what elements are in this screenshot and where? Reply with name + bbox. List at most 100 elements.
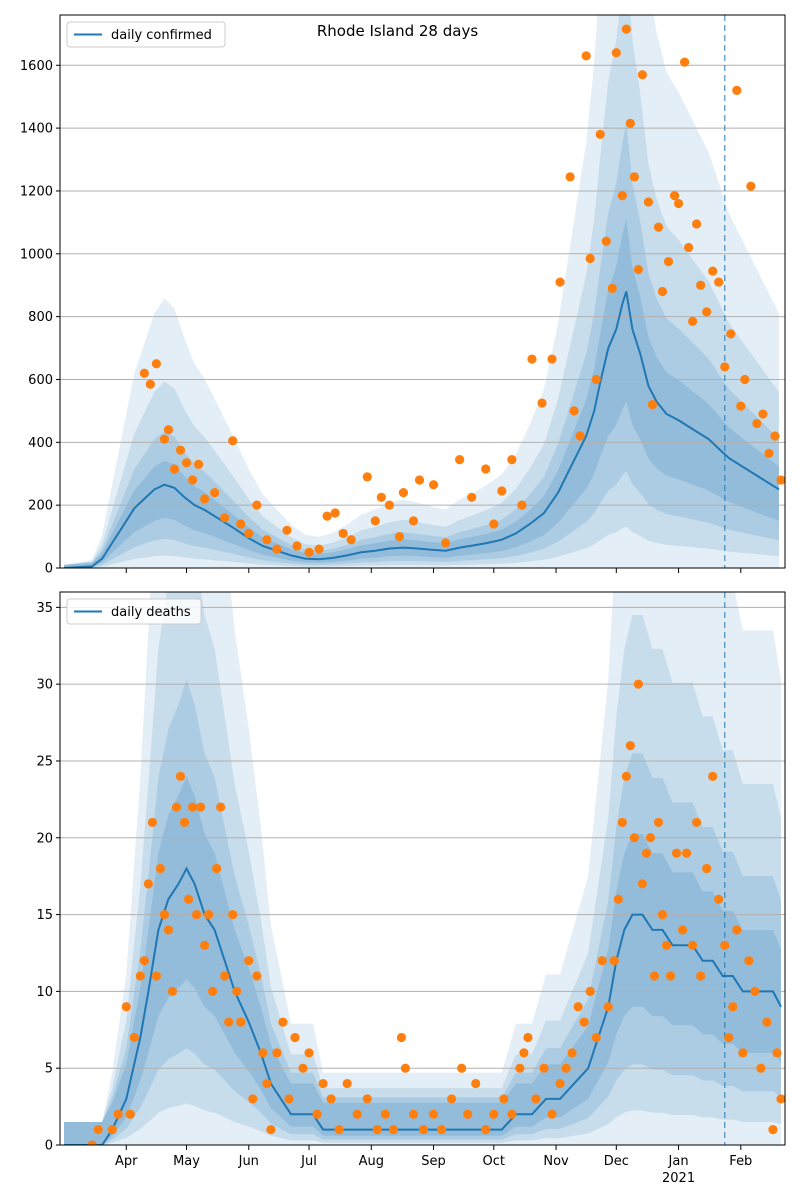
- data-point: [561, 1063, 571, 1073]
- uncertainty-band: [64, 592, 781, 1145]
- data-point: [637, 70, 648, 80]
- data-point: [338, 528, 348, 539]
- x-year-label: 2021: [662, 1171, 695, 1186]
- data-point: [151, 359, 161, 369]
- data-point: [199, 940, 210, 950]
- data-point: [732, 925, 742, 935]
- data-point: [762, 1017, 772, 1027]
- data-point: [597, 956, 607, 966]
- data-point: [232, 986, 242, 996]
- data-point: [314, 544, 324, 554]
- data-point: [199, 494, 210, 504]
- data-point: [212, 863, 222, 874]
- data-point: [720, 940, 730, 950]
- data-point: [171, 802, 182, 812]
- data-point: [764, 448, 774, 458]
- x-tick-label: Jan: [668, 1154, 689, 1169]
- data-point: [601, 236, 611, 246]
- data-point: [244, 956, 254, 966]
- data-point: [547, 354, 557, 364]
- data-point: [418, 1125, 429, 1135]
- data-point: [236, 1017, 246, 1027]
- data-point: [758, 409, 768, 419]
- data-point: [220, 513, 230, 523]
- data-point: [696, 280, 706, 290]
- uncertainty-band: [64, 776, 781, 1145]
- data-point: [688, 940, 698, 950]
- data-point: [595, 129, 605, 139]
- data-point: [489, 1109, 499, 1119]
- data-point: [611, 48, 621, 58]
- data-point: [617, 817, 627, 828]
- y-tick-label: 35: [36, 601, 53, 616]
- data-point: [266, 1125, 276, 1135]
- data-point: [87, 1140, 97, 1145]
- data-point: [752, 418, 762, 429]
- data-point: [657, 909, 668, 920]
- data-point: [776, 1094, 785, 1104]
- data-point: [204, 909, 214, 920]
- data-point: [603, 1002, 613, 1012]
- data-point: [643, 197, 654, 207]
- data-point: [457, 1063, 467, 1073]
- data-point: [692, 219, 702, 229]
- data-point: [334, 1125, 344, 1135]
- data-point: [555, 1078, 565, 1089]
- y-tick-label: 800: [28, 310, 53, 325]
- data-point: [282, 525, 292, 535]
- data-point: [169, 464, 180, 474]
- data-point: [121, 1002, 131, 1012]
- y-tick-label: 20: [36, 831, 53, 846]
- data-point: [609, 956, 619, 966]
- data-point: [183, 894, 194, 904]
- data-point: [191, 909, 202, 920]
- data-point: [322, 511, 332, 521]
- data-point: [258, 1048, 268, 1058]
- data-point: [304, 547, 314, 557]
- data-point: [756, 1063, 766, 1073]
- data-point: [228, 436, 238, 446]
- data-point: [312, 1109, 322, 1119]
- data-point: [531, 1094, 541, 1104]
- data-point: [770, 431, 780, 441]
- data-point: [692, 817, 702, 828]
- data-point: [732, 85, 742, 96]
- y-tick-label: 1000: [20, 247, 53, 262]
- data-point: [151, 971, 161, 981]
- data-point: [135, 971, 145, 981]
- data-point: [292, 541, 302, 551]
- data-point: [129, 1032, 139, 1043]
- data-point: [179, 817, 190, 828]
- data-point: [507, 1109, 517, 1119]
- data-point: [708, 266, 718, 276]
- data-point: [621, 771, 631, 781]
- data-point: [113, 1109, 123, 1119]
- deaths-panel: 0 5 10 15 20 25 30 35 Apr May Jun Jul Aug Sep Oct Nov De…: [36, 591, 786, 1186]
- x-tick-label: Sep: [421, 1154, 446, 1169]
- data-point: [671, 848, 682, 858]
- y-tick-label: 0: [45, 562, 53, 577]
- x-tick-label: Jun: [238, 1154, 259, 1169]
- plot-layer: [60, 592, 785, 1145]
- data-point: [455, 454, 465, 465]
- data-point: [125, 1109, 135, 1119]
- data-point: [145, 379, 155, 389]
- data-point: [139, 956, 149, 966]
- data-point: [720, 362, 730, 372]
- data-point: [481, 464, 491, 474]
- data-point: [585, 986, 595, 996]
- data-point: [408, 1109, 419, 1119]
- legend-frame: [66, 598, 202, 625]
- data-point: [208, 986, 218, 996]
- y-tick-label: 1400: [20, 122, 53, 137]
- data-point: [304, 1048, 314, 1058]
- data-point: [394, 531, 405, 542]
- data-point: [244, 528, 254, 539]
- data-point: [515, 1063, 525, 1073]
- y-tick-label: 400: [28, 436, 53, 451]
- data-point: [633, 264, 643, 275]
- data-point: [677, 925, 688, 935]
- data-point: [396, 1032, 407, 1043]
- y-tick-label: 25: [36, 754, 53, 769]
- data-point: [645, 833, 656, 843]
